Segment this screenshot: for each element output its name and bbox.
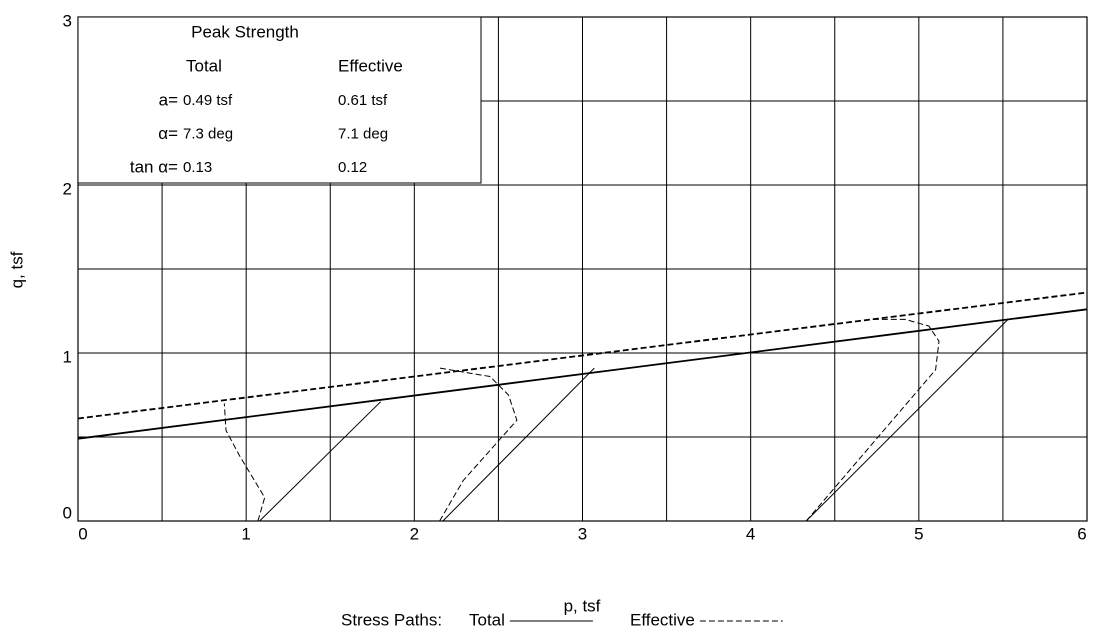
y-tick-label: 3: [63, 11, 72, 30]
x-tick-label: 6: [1077, 524, 1086, 543]
stress-path: [805, 318, 940, 522]
legend-label: Total: [469, 610, 505, 629]
summary-value: 0.49 tsf: [183, 92, 233, 109]
stress-path: [223, 403, 266, 522]
x-tick-label: 2: [410, 524, 419, 543]
summary-row-label: α=: [158, 124, 178, 143]
summary-frame: [77, 16, 482, 184]
summary-row-label: a=: [159, 90, 178, 109]
x-tick-label: 1: [241, 524, 250, 543]
x-tick-label: 3: [578, 524, 587, 543]
x-tick-label: 0: [78, 524, 87, 543]
summary-value: 0.61 tsf: [338, 92, 388, 109]
y-tick-label: 2: [63, 179, 72, 198]
summary-box: Peak Strength Total Effective a= 0.49 tsf…: [77, 16, 482, 184]
y-tick-label: 0: [63, 503, 72, 522]
summary-value: 7.3 deg: [183, 125, 233, 142]
y-tick-label: 1: [63, 347, 72, 366]
summary-column: Effective: [338, 56, 403, 75]
summary-row-label: tan α=: [130, 157, 178, 176]
stress-path: [442, 367, 595, 522]
summary-value: 7.1 deg: [338, 125, 388, 142]
stress-path: [259, 401, 382, 522]
y-axis-label: q, tsf: [7, 251, 26, 288]
summary-title: Peak Strength: [191, 22, 299, 41]
x-tick-label: 4: [746, 524, 755, 543]
summary-value: 0.13: [183, 159, 212, 176]
plot-lines: [77, 291, 1088, 522]
x-axis-label: p, tsf: [564, 596, 601, 615]
summary-column: Total: [186, 56, 222, 75]
legend: Stress Paths: Total Effective: [341, 610, 783, 629]
legend-label: Effective: [630, 610, 695, 629]
x-tick-label: 5: [914, 524, 923, 543]
stress-path: [805, 319, 1009, 522]
stress-path: [439, 367, 518, 522]
failure-envelope: [77, 291, 1088, 420]
legend-title: Stress Paths:: [341, 610, 442, 629]
failure-envelope: [77, 308, 1088, 440]
plot-frame: [77, 16, 1088, 522]
summary-value: 0.12: [338, 159, 367, 176]
